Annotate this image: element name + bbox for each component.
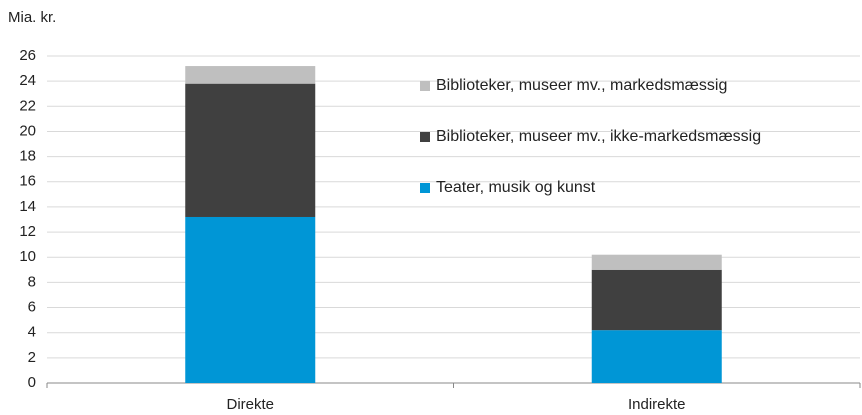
y-tick-label: 2 <box>28 349 36 366</box>
legend-label: Biblioteker, museer mv., ikke-markedsmæs… <box>436 128 761 145</box>
y-tick-label: 12 <box>19 223 36 240</box>
y-tick-label: 24 <box>19 72 36 89</box>
bar-segment <box>591 269 722 331</box>
bar-segment <box>185 216 316 383</box>
legend-swatch <box>420 81 430 91</box>
legend: Teater, musik og kunst Biblioteker, musee… <box>420 77 761 196</box>
y-tick-label: 4 <box>28 324 36 341</box>
legend-label: Biblioteker, museer mv., markedsmæssig <box>436 77 727 94</box>
y-tick-label: 26 <box>19 47 36 64</box>
bar-segment <box>591 254 722 270</box>
y-tick-label: 0 <box>28 374 36 391</box>
legend-label: Teater, musik og kunst <box>436 179 596 196</box>
y-tick-label: 18 <box>19 148 36 165</box>
bar-segment <box>185 66 316 84</box>
bar-segment <box>185 83 316 217</box>
y-tick-label: 14 <box>19 198 36 215</box>
x-tick-label: Direkte <box>226 396 274 413</box>
x-tick-label: Indirekte <box>628 396 686 413</box>
legend-swatch <box>420 183 430 193</box>
bar-segment <box>591 330 722 383</box>
y-tick-label: 8 <box>28 273 36 290</box>
y-tick-label: 16 <box>19 173 36 190</box>
y-tick-label: 6 <box>28 299 36 316</box>
y-axis-label: Mia. kr. <box>8 9 56 26</box>
y-tick-label: 22 <box>19 97 36 114</box>
y-tick-label: 20 <box>19 122 36 139</box>
legend-swatch <box>420 132 430 142</box>
y-tick-label: 10 <box>19 248 36 265</box>
